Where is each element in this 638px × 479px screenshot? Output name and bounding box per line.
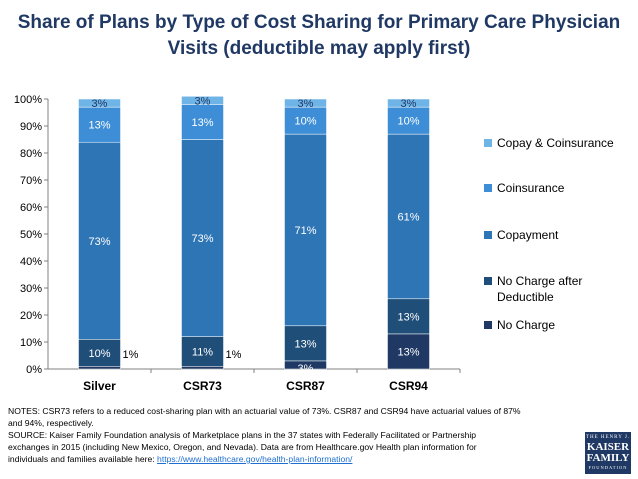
logo-name-1: KAISER	[586, 441, 630, 453]
data-label: 73%	[88, 236, 110, 248]
bar-segment	[284, 133, 327, 327]
data-label: 1%	[226, 349, 242, 361]
bar-segment	[387, 98, 430, 108]
x-tick-label: CSR94	[389, 379, 428, 393]
data-label: 3%	[298, 363, 314, 375]
bar-segment	[78, 141, 121, 340]
data-label: 73%	[191, 233, 213, 245]
chart-notes: NOTES: CSR73 refers to a reduced cost-sh…	[8, 405, 568, 465]
legend-label: No Charge after	[497, 274, 582, 288]
y-tick-label: 50%	[20, 229, 42, 241]
bar-segment	[387, 133, 430, 300]
y-tick-label: 0%	[26, 364, 42, 376]
legend-label: Coinsurance	[497, 181, 565, 195]
notes-line: NOTES: CSR73 refers to a reduced cost-sh…	[8, 406, 521, 416]
y-tick-label: 100%	[14, 94, 42, 106]
data-label: 3%	[298, 98, 314, 110]
legend-label: Copayment	[497, 228, 559, 242]
bar-segment	[387, 298, 430, 335]
bar-segment	[181, 96, 224, 105]
y-tick-label: 20%	[20, 310, 42, 322]
data-label: 11%	[192, 346, 213, 358]
source-line: exchanges in 2015 (including New Mexico,…	[8, 442, 477, 452]
legend-label: Copay & Coinsurance	[497, 136, 614, 150]
notes-line: and 94%, respectively.	[8, 418, 94, 428]
data-label: 3%	[195, 95, 211, 107]
legend-swatch	[484, 321, 492, 329]
legend-label: No Charge	[497, 318, 555, 332]
source-line: individuals and families available here:…	[8, 453, 568, 465]
bar-segment	[78, 98, 121, 108]
kff-logo: THE HENRY J. KAISER FAMILY FOUNDATION	[585, 432, 631, 474]
chart-title: Share of Plans by Type of Cost Sharing f…	[17, 12, 621, 59]
bar-segment	[181, 104, 224, 140]
data-label: 71%	[294, 225, 316, 237]
y-tick-label: 60%	[20, 202, 42, 214]
data-label: 13%	[294, 338, 316, 350]
x-tick-label: CSR73	[183, 379, 222, 393]
y-tick-label: 90%	[20, 121, 42, 133]
y-tick-label: 80%	[20, 148, 42, 160]
data-label: 13%	[397, 311, 419, 323]
y-tick-label: 30%	[20, 283, 42, 295]
data-label: 13%	[88, 120, 110, 132]
bar-segment	[78, 366, 121, 370]
bar-segment	[284, 106, 327, 135]
source-link[interactable]: https://www.healthcare.gov/health-plan-i…	[157, 454, 353, 464]
bar-segment	[181, 139, 224, 337]
data-label: 10%	[397, 116, 419, 128]
legend-swatch	[484, 139, 492, 147]
y-tick-label: 70%	[20, 175, 42, 187]
legend-swatch	[484, 184, 492, 192]
source-prefix: individuals and families available here:	[8, 454, 158, 464]
legend-swatch	[484, 231, 492, 239]
data-label: 3%	[92, 98, 108, 110]
logo-name-2: FAMILY	[586, 452, 630, 464]
x-tick-label: Silver	[83, 379, 116, 393]
data-label: 13%	[397, 346, 419, 358]
data-label: 3%	[401, 98, 417, 110]
data-label: 13%	[191, 117, 213, 129]
source-line: SOURCE: Kaiser Family Foundation analysi…	[8, 430, 477, 440]
bar-segment	[181, 366, 224, 370]
logo-top-text: THE HENRY J.	[585, 435, 631, 440]
bar-segment	[284, 325, 327, 362]
bar-segment	[78, 339, 121, 367]
data-label: 61%	[397, 211, 419, 223]
bar-segment	[387, 333, 430, 370]
y-tick-label: 10%	[20, 337, 42, 349]
legend-swatch	[484, 277, 492, 285]
data-label: 10%	[294, 116, 316, 128]
bar-segment	[284, 98, 327, 108]
legend-label-cont: Deductible	[497, 290, 554, 304]
data-label: 1%	[123, 349, 139, 361]
bar-segment	[387, 106, 430, 135]
logo-bottom-text: FOUNDATION	[588, 465, 628, 470]
stacked-bar-chart: 0% 10% 20% 30% 40% 50% 60% 70% 80% 90% 100% Silver C…	[14, 94, 614, 393]
data-label: 10%	[88, 348, 110, 360]
bar-segment	[78, 106, 121, 143]
y-tick-label: 40%	[20, 256, 42, 268]
x-tick-label: CSR87	[286, 379, 325, 393]
